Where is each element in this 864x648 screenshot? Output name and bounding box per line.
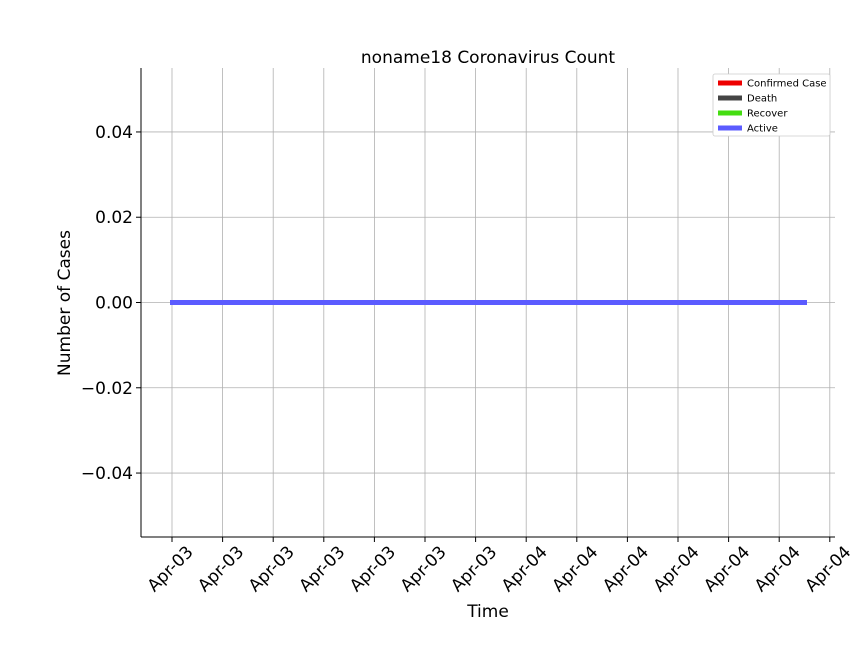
legend-label: Recover — [747, 109, 788, 120]
x-tick-label: Apr-04 — [700, 542, 754, 596]
y-tick-label: −0.04 — [81, 464, 133, 484]
x-tick-label: Apr-04 — [650, 542, 704, 596]
y-tick-label: 0.02 — [95, 208, 133, 228]
x-tick-label: Apr-03 — [397, 542, 451, 596]
x-tick-label: Apr-04 — [802, 542, 856, 596]
x-ticks: Apr-03Apr-03Apr-03Apr-03Apr-03Apr-03Apr-… — [144, 537, 856, 596]
y-ticks: 0.04 0.02 0.00 −0.02 −0.04 — [81, 123, 141, 484]
x-tick-label: Apr-03 — [245, 542, 299, 596]
y-axis-label: Number of Cases — [55, 230, 75, 376]
x-tick-label: Apr-03 — [144, 542, 198, 596]
x-tick-label: Apr-03 — [194, 542, 248, 596]
legend-label: Active — [747, 124, 778, 135]
y-tick-label: −0.02 — [81, 379, 133, 399]
x-tick-label: Apr-04 — [751, 542, 805, 596]
legend-box — [712, 73, 831, 137]
x-tick-label: Apr-04 — [498, 542, 552, 596]
x-tick-label: Apr-03 — [346, 542, 400, 596]
x-tick-label: Apr-03 — [296, 542, 350, 596]
x-tick-label: Apr-04 — [549, 542, 603, 596]
legend-label: Death — [747, 94, 777, 105]
y-tick-label: 0.04 — [95, 123, 133, 143]
x-axis-label: Time — [466, 602, 509, 622]
y-tick-label: 0.00 — [95, 294, 133, 314]
legend-label: Confirmed Case — [747, 79, 827, 90]
chart-title: noname18 Coronavirus Count — [361, 48, 616, 68]
legend: Confirmed Case Death Recover Active — [712, 73, 831, 137]
x-tick-label: Apr-04 — [599, 542, 653, 596]
x-tick-label: Apr-03 — [447, 542, 501, 596]
